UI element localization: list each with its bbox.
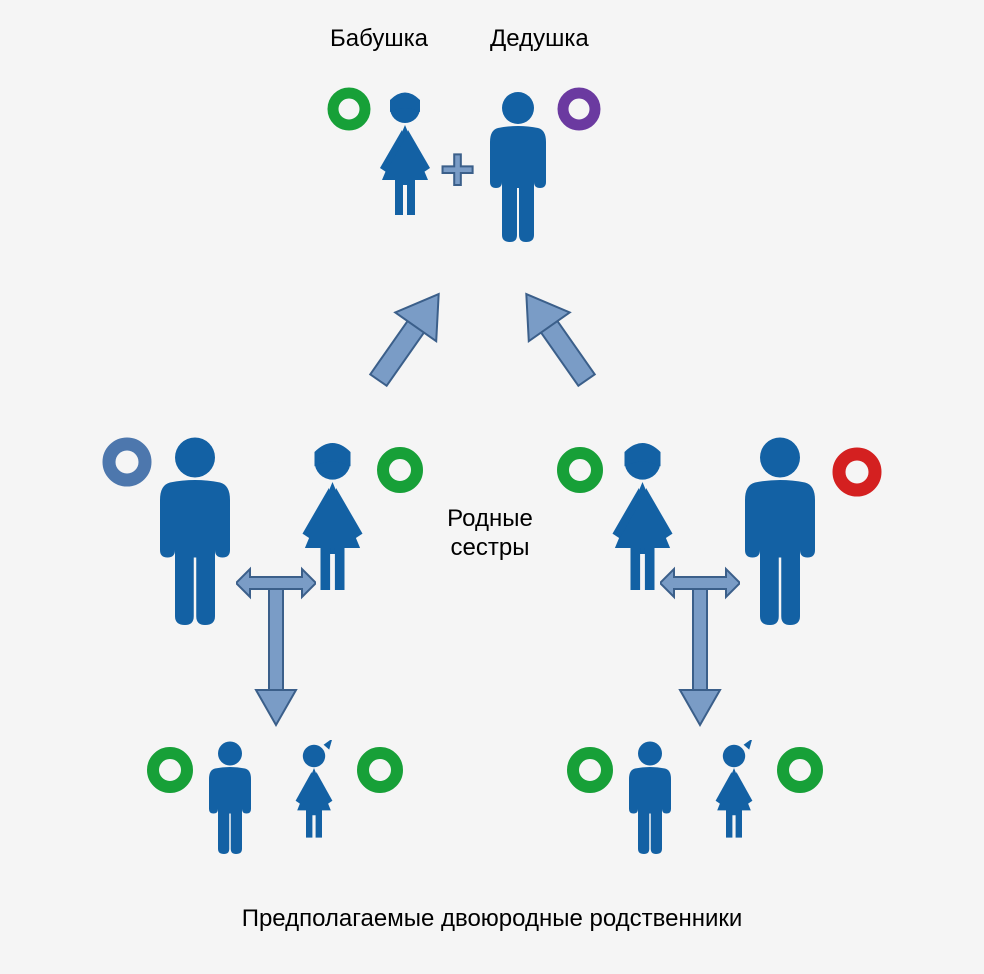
ring-icon (325, 85, 373, 133)
boy-icon (620, 740, 680, 860)
ring-icon (145, 745, 195, 795)
label-grandmother: Бабушка (330, 25, 428, 53)
ring-icon (555, 445, 605, 495)
girl-icon (285, 740, 343, 860)
man-icon (730, 435, 830, 635)
plus-icon: + (440, 135, 475, 204)
ring-icon (565, 745, 615, 795)
ring-icon (355, 745, 405, 795)
arrow-icon (355, 270, 465, 400)
ring-icon (375, 445, 425, 495)
man-icon (478, 90, 558, 250)
man-icon (145, 435, 245, 635)
woman-icon (370, 90, 440, 240)
t-arrow-icon (236, 565, 316, 735)
ring-icon (830, 445, 884, 499)
t-arrow-icon (660, 565, 740, 735)
label-grandfather: Дедушка (490, 25, 589, 53)
diagram-stage: Бабушка Дедушка + (0, 0, 984, 974)
arrow-icon (500, 270, 610, 400)
boy-icon (200, 740, 260, 860)
girl-icon (705, 740, 763, 860)
ring-icon (775, 745, 825, 795)
ring-icon (555, 85, 603, 133)
label-sisters: Родныесестры (430, 505, 550, 563)
label-cousins: Предполагаемые двоюродные родственники (142, 905, 842, 934)
